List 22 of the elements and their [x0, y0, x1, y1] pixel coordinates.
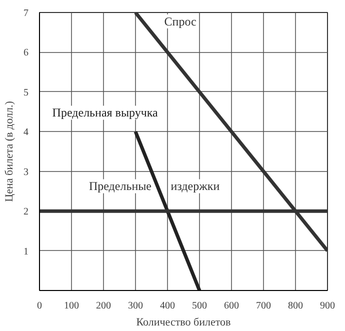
- x-tick-label: 200: [96, 300, 111, 312]
- x-axis-title: Количество билетов: [136, 316, 231, 328]
- series-label: Спрос: [164, 14, 196, 28]
- y-tick-label: 1: [24, 246, 28, 258]
- y-tick-label: 5: [24, 87, 28, 98]
- x-tick-label: 700: [256, 300, 271, 312]
- x-tick-label: 300: [128, 300, 143, 312]
- x-tick-label: 600: [224, 300, 239, 312]
- y-tick-label: 6: [24, 48, 28, 59]
- x-tick-label: 500: [192, 300, 207, 312]
- x-tick-label: 0: [37, 300, 42, 312]
- y-tick-label: 2: [24, 206, 28, 218]
- x-tick-label: 900: [320, 300, 335, 312]
- text: Предельная выручка: [52, 106, 159, 120]
- x-tick-label: 400: [160, 300, 175, 312]
- y-tick-label: 3: [24, 166, 28, 178]
- y-tick-label: 4: [24, 127, 28, 138]
- text: Предельные издержки: [88, 179, 220, 194]
- y-axis-title: Цена билета (в долл.): [4, 100, 16, 202]
- y-tick-label: 7: [24, 8, 28, 19]
- x-tick-label: 800: [288, 300, 303, 312]
- x-tick-label: 100: [64, 300, 79, 312]
